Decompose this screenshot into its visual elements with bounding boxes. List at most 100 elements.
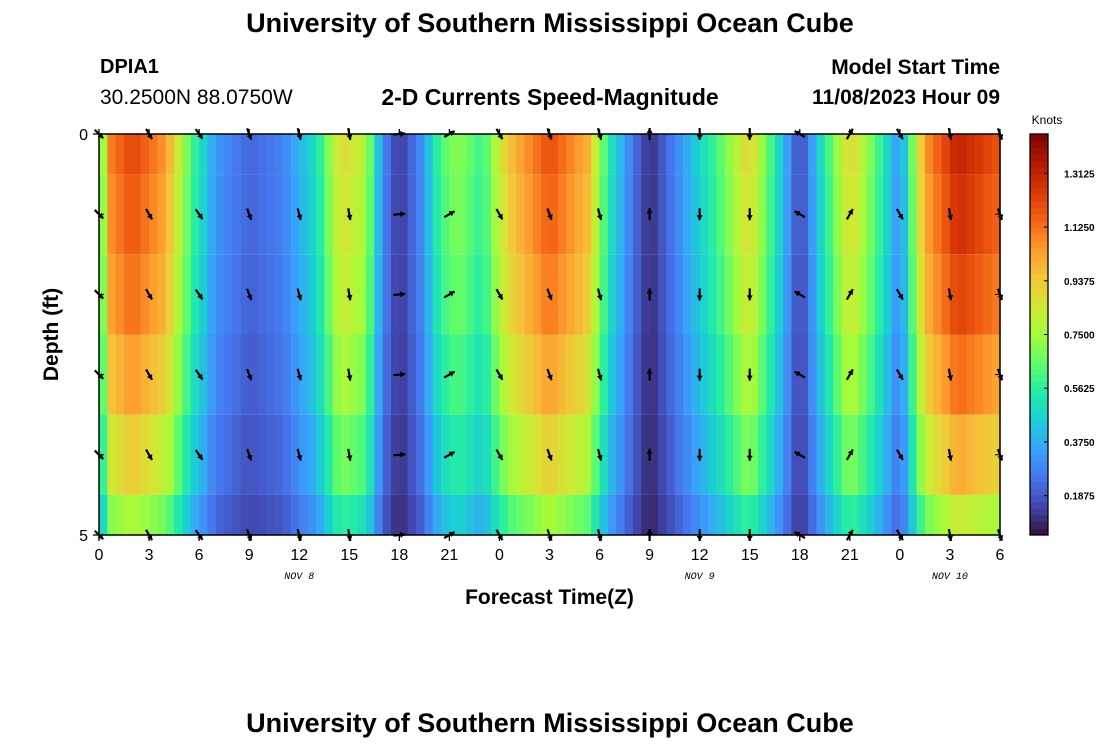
heatmap-cell xyxy=(616,174,626,255)
heatmap-cell xyxy=(766,494,776,535)
heatmap-cell xyxy=(557,174,567,255)
heatmap-cell xyxy=(165,254,175,335)
y-tick-label: 5 xyxy=(79,528,88,545)
heatmap-cell xyxy=(666,334,676,415)
heatmap-cell xyxy=(340,254,350,335)
station-coordinates: 30.2500N 88.0750W xyxy=(100,86,293,109)
current-arrow xyxy=(947,208,954,221)
heatmap-cell xyxy=(390,134,400,175)
heatmap-cell xyxy=(324,134,334,175)
heatmap-cell xyxy=(165,414,175,495)
heatmap-cell xyxy=(666,134,676,175)
current-arrow-head xyxy=(296,214,303,220)
x-tick-label: 12 xyxy=(290,547,308,564)
heatmap-cell xyxy=(741,254,751,335)
heatmap-cell xyxy=(933,134,943,175)
heatmap-cell xyxy=(199,494,209,535)
colorbar-segment xyxy=(1030,321,1048,329)
heatmap-cell xyxy=(424,414,434,495)
heatmap-cell xyxy=(733,254,742,335)
current-arrow xyxy=(546,288,553,301)
heatmap-cell xyxy=(908,414,918,495)
current-arrow xyxy=(443,450,456,459)
heatmap-cell xyxy=(833,134,843,175)
current-arrow-head xyxy=(497,293,503,300)
heatmap-cell xyxy=(774,134,784,175)
heatmap-cell xyxy=(783,334,793,415)
current-arrow xyxy=(794,290,806,299)
heatmap-cell xyxy=(816,334,826,415)
colorbar-segment xyxy=(1030,307,1048,315)
heatmap-cell xyxy=(674,414,684,495)
heatmap-cell xyxy=(224,254,234,335)
heatmap-cell xyxy=(724,414,734,495)
heatmap-cell xyxy=(340,334,350,415)
heatmap-cell xyxy=(299,414,309,495)
heatmap-cell xyxy=(265,414,275,495)
current-arrow xyxy=(194,208,204,220)
heatmap-cell xyxy=(724,174,734,255)
current-arrow-head xyxy=(897,133,903,140)
current-arrow-head xyxy=(547,374,553,381)
heatmap-cell xyxy=(466,494,476,535)
heatmap-cell xyxy=(249,334,259,415)
heatmap-cell xyxy=(649,174,659,255)
heatmap-cell xyxy=(716,174,726,255)
heatmap-cell xyxy=(365,494,375,535)
heatmap-cell xyxy=(624,134,634,175)
heatmap-cell xyxy=(858,334,868,415)
heatmap-cell xyxy=(816,174,826,255)
heatmap-cell xyxy=(324,414,334,495)
current-arrow xyxy=(895,288,904,301)
heatmap-cell xyxy=(482,254,492,335)
heatmap-cell xyxy=(941,174,951,255)
heatmap-cell xyxy=(457,134,467,175)
heatmap-cell xyxy=(916,134,926,175)
heatmap-cell xyxy=(532,494,542,535)
heatmap-cell xyxy=(374,494,384,535)
axes: 0 3 6 9 12 15 18 21 0 3 6 9 12 15 18 21 0 3 6 NOV 8 NOV 9 NOV… xyxy=(40,127,1005,609)
heatmap-cell xyxy=(507,414,517,495)
colorbar-segment xyxy=(1030,401,1048,409)
heatmap-cell xyxy=(232,134,242,175)
heatmap-cell xyxy=(582,134,592,175)
heatmap-cell xyxy=(708,414,717,495)
heatmap-cell xyxy=(416,414,425,495)
current-arrow xyxy=(145,368,154,381)
colorbar-tick-label: 1.3125 xyxy=(1064,169,1095,180)
heatmap-cell xyxy=(449,494,459,535)
current-arrow-head xyxy=(246,294,253,301)
current-arrow-head xyxy=(197,453,203,460)
heatmap-cell xyxy=(124,414,133,495)
heatmap-cell xyxy=(741,414,751,495)
heatmap-cell xyxy=(966,334,976,415)
heatmap-cell xyxy=(891,174,901,255)
heatmap-cell xyxy=(432,494,442,535)
current-arrow xyxy=(546,208,553,221)
heatmap-cell xyxy=(432,334,442,415)
x-tick-label: 18 xyxy=(390,547,408,564)
heatmap-cell xyxy=(941,334,951,415)
heatmap-cell xyxy=(274,334,284,415)
colorbar-segment xyxy=(1030,194,1048,202)
heatmap-cell xyxy=(449,334,459,415)
heatmap-cell xyxy=(808,174,818,255)
heatmap-cell xyxy=(516,334,526,415)
heatmap-cell xyxy=(899,494,909,535)
heatmap-cell xyxy=(224,414,234,495)
heatmap-cell xyxy=(140,254,150,335)
heatmap-cell xyxy=(249,134,259,175)
heatmap-cell xyxy=(549,494,559,535)
colorbar-segment xyxy=(1030,494,1048,503)
heatmap-cell xyxy=(733,134,742,175)
heatmap-cell xyxy=(766,174,776,255)
heatmap-cell xyxy=(182,174,192,255)
heatmap-cell xyxy=(933,494,943,535)
heatmap-cell xyxy=(482,414,492,495)
heatmap-cell xyxy=(883,494,893,535)
colorbar-segment xyxy=(1030,428,1048,436)
heatmap-cell xyxy=(541,494,551,535)
current-arrow xyxy=(746,288,753,301)
heatmap-cell xyxy=(107,494,117,535)
heatmap-cell xyxy=(432,174,442,255)
